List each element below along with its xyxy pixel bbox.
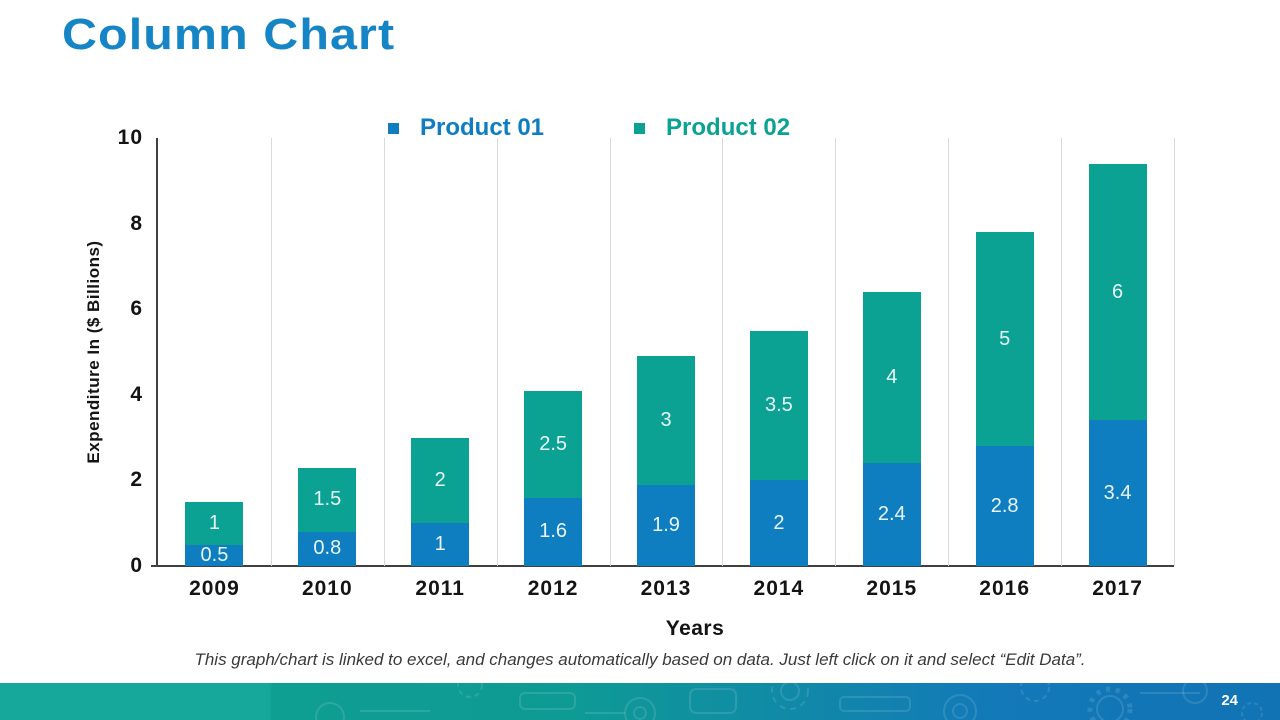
bar-value-label: 1.6	[539, 520, 568, 543]
y-axis-tick-label: 8	[130, 211, 143, 235]
bar-value-label: 2	[773, 511, 785, 534]
vertical-gridline	[609, 138, 611, 566]
bar-2011-product-01[interactable]: 1	[411, 523, 470, 566]
bar-2017-product-02[interactable]: 6	[1088, 163, 1147, 421]
y-axis-line	[156, 138, 158, 566]
y-axis-tick-label: 0	[130, 554, 143, 577]
y-axis-title: Expenditure In ($ Billions)	[84, 240, 103, 464]
bar-2017-product-01[interactable]: 3.4	[1088, 420, 1147, 566]
bar-value-label: 3	[660, 408, 672, 431]
legend-square-icon	[388, 122, 399, 134]
bar-value-label: 0.5	[200, 543, 229, 566]
legend-item-product-01[interactable]: Product 01	[388, 114, 544, 142]
bar-2013-product-02[interactable]: 3	[637, 356, 695, 485]
x-axis-tick-label: 2012	[527, 577, 579, 600]
bar-2013-product-01[interactable]: 1.9	[637, 484, 695, 566]
vertical-gridline	[948, 138, 950, 566]
vertical-gridline	[496, 138, 498, 566]
bar-value-label: 1	[434, 533, 446, 556]
page-number: 24	[1221, 692, 1238, 709]
bar-2010-product-02[interactable]: 1.5	[298, 467, 357, 532]
x-axis-title: Years	[665, 617, 725, 640]
bar-value-label: 2.8	[990, 494, 1019, 517]
bar-2012-product-02[interactable]: 2.5	[524, 390, 583, 498]
slide-title: Column Chart	[62, 10, 396, 59]
bar-value-label: 2.5	[539, 432, 568, 455]
bar-2009-product-01[interactable]: 0.5	[185, 543, 244, 566]
vertical-gridline	[1174, 138, 1175, 566]
y-axis-tick-label: 10	[117, 126, 143, 149]
bar-2014-product-02[interactable]: 3.5	[749, 330, 808, 481]
vertical-gridline	[835, 138, 837, 566]
bar-value-label: 2	[434, 468, 446, 491]
legend-square-icon	[634, 122, 646, 134]
bar-value-label: 1.9	[652, 513, 680, 536]
footer-bar: 24	[0, 683, 1280, 720]
bar-value-label: 6	[1111, 280, 1124, 303]
bar-2016-product-01[interactable]: 2.8	[975, 446, 1034, 566]
vertical-gridline	[270, 138, 272, 566]
bar-value-label: 5	[999, 327, 1011, 350]
y-axis-tick-label: 2	[130, 468, 143, 492]
legend-label-product-02: Product 02	[666, 114, 791, 141]
bar-2015-product-02[interactable]: 4	[862, 292, 921, 464]
bar-2010-product-01[interactable]: 0.8	[298, 531, 357, 566]
bar-value-label: 1	[208, 511, 220, 534]
vertical-gridline	[1061, 138, 1063, 566]
bar-value-label: 3.5	[764, 393, 793, 416]
y-axis-tick-label: 4	[130, 382, 143, 406]
vertical-gridline	[722, 138, 724, 566]
x-axis-tick-label: 2015	[866, 577, 918, 600]
x-axis-tick-label: 2016	[979, 577, 1031, 600]
gears-pattern-decoration	[0, 683, 1280, 720]
x-axis-tick-label: 2010	[301, 577, 353, 600]
footnote: This graph/chart is linked to excel, and…	[194, 650, 1086, 669]
bar-2014-product-01[interactable]: 2	[749, 480, 808, 566]
x-axis-tick-label: 2011	[415, 577, 465, 600]
bar-value-label: 3.4	[1103, 481, 1132, 504]
bar-value-label: 4	[886, 366, 898, 389]
x-axis-tick-label: 2013	[640, 577, 692, 600]
bar-value-label: 1.5	[313, 488, 342, 511]
bar-value-label: 2.4	[877, 503, 906, 526]
vertical-gridline	[383, 138, 385, 566]
bar-2016-product-02[interactable]: 5	[975, 232, 1034, 447]
x-axis-tick-label: 2009	[189, 577, 240, 600]
x-axis-tick-label: 2014	[753, 577, 805, 600]
x-axis-line	[151, 565, 1174, 567]
x-axis-tick-label: 2017	[1092, 577, 1143, 600]
y-axis-tick-label: 6	[130, 297, 143, 321]
bar-2012-product-01[interactable]: 1.6	[524, 497, 583, 566]
bar-2009-product-02[interactable]: 1	[185, 501, 244, 545]
chart-legend: Product 01 Product 02	[388, 114, 790, 142]
legend-item-product-02[interactable]: Product 02	[634, 114, 790, 142]
bar-value-label: 0.8	[313, 537, 342, 560]
legend-label-product-01: Product 01	[420, 114, 545, 141]
bar-2015-product-01[interactable]: 2.4	[862, 463, 921, 566]
bar-2011-product-02[interactable]: 2	[411, 437, 470, 524]
